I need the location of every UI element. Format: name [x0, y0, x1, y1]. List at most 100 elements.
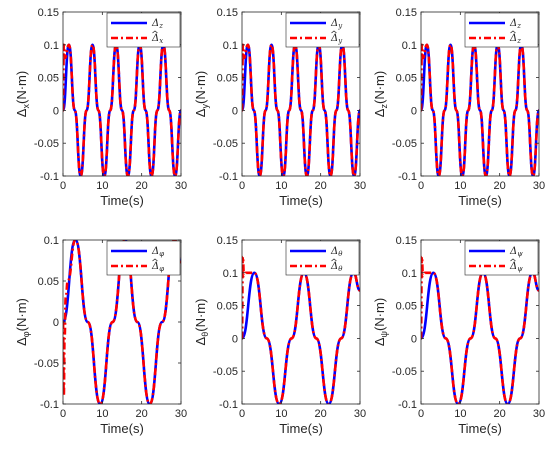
y-axis-label: Δy(N·m): [193, 71, 210, 117]
series-line-2: [421, 255, 539, 404]
x-tick-label: 30: [175, 180, 187, 192]
y-tick-label: -0.05: [213, 138, 238, 150]
axes-box: [62, 11, 182, 177]
y-tick-label: 0.1: [44, 235, 59, 247]
x-tick-label: 10: [454, 408, 466, 420]
legend-label-2-hat: [510, 30, 516, 34]
axes-box: [241, 11, 361, 177]
y-tick-label: -0.05: [34, 358, 59, 370]
y-tick-label: 0.1: [223, 268, 238, 280]
subplot-2: 0 10 20 30 -0.1 -0.05 0 0.05 0.1 0.15 Time(s) Δy(N·…: [193, 7, 366, 208]
legend-label-2-hat: [152, 30, 158, 34]
x-tick-label: 0: [418, 408, 424, 420]
y-tick-label: -0.1: [398, 399, 417, 411]
y-tick-label: -0.1: [219, 399, 238, 411]
subplot-1: 0 10 20 30 -0.1 -0.05 0 0.05 0.1 0.15 Time(s) Δx(N·…: [14, 7, 187, 208]
series-line-2: [63, 240, 181, 404]
y-tick-label: -0.05: [392, 366, 417, 378]
y-tick-label: -0.1: [40, 171, 59, 183]
x-axis-label: Time(s): [100, 421, 144, 436]
x-tick-label: 10: [96, 180, 108, 192]
legend-box: [106, 12, 181, 48]
x-tick-label: 20: [136, 180, 148, 192]
legend-label-2: Δy: [330, 33, 343, 45]
series-line-1: [242, 43, 360, 176]
y-tick-label: 0.05: [38, 73, 59, 85]
y-tick-label: 0.05: [38, 276, 59, 288]
x-tick-label: 30: [533, 408, 545, 420]
x-tick-label: 20: [136, 408, 148, 420]
legend-label-2-hat: [152, 258, 158, 262]
y-tick-label: 0.05: [396, 73, 417, 85]
y-tick-label: 0.05: [217, 73, 238, 85]
y-tick-label: 0: [411, 105, 417, 117]
y-tick-label: 0.15: [217, 7, 238, 19]
x-tick-label: 30: [354, 180, 366, 192]
x-tick-label: 0: [60, 180, 66, 192]
legend-box: [285, 240, 360, 276]
legend: Δy Δy: [285, 12, 360, 48]
legend-box: [285, 12, 360, 48]
y-tick-label: 0.15: [217, 235, 238, 247]
x-tick-label: 10: [275, 180, 287, 192]
y-tick-label: -0.1: [219, 171, 238, 183]
legend-label-2: Δφ: [151, 261, 164, 273]
legend-label-2-hat: [510, 258, 516, 262]
x-axis-label: Time(s): [279, 421, 323, 436]
y-tick-label: 0: [232, 105, 238, 117]
legend-label-1: Δz: [509, 18, 521, 30]
y-tick-label: -0.1: [40, 399, 59, 411]
legend-label-1: Δz: [151, 18, 163, 30]
subplot-4: 0 10 20 30 -0.1 -0.05 0 0.05 0.1 Time(s) Δφ(N·m) Δφ…: [14, 235, 187, 436]
legend: Δφ Δφ: [106, 240, 181, 276]
x-tick-label: 20: [494, 180, 506, 192]
legend-label-2: Δz: [509, 33, 521, 45]
legend-label-1: Δψ: [509, 246, 523, 258]
legend-label-1: Δφ: [151, 246, 164, 258]
x-tick-label: 30: [533, 180, 545, 192]
y-tick-label: 0.1: [223, 40, 238, 52]
x-tick-label: 0: [60, 408, 66, 420]
legend-box: [464, 240, 539, 276]
series-line-2: [242, 255, 360, 404]
legend-label-1: Δy: [330, 18, 343, 30]
x-tick-label: 0: [239, 408, 245, 420]
y-tick-label: -0.05: [213, 366, 238, 378]
legend-label-2: Δx: [151, 33, 163, 45]
x-tick-label: 10: [275, 408, 287, 420]
legend-label-2-hat: [331, 258, 337, 262]
y-tick-label: -0.1: [398, 171, 417, 183]
series-line-2: [63, 43, 181, 176]
x-tick-label: 20: [315, 408, 327, 420]
y-tick-label: 0.1: [402, 268, 417, 280]
y-axis-label: Δx(N·m): [14, 71, 31, 117]
y-tick-label: 0.15: [396, 7, 417, 19]
legend-box: [464, 12, 539, 48]
x-tick-label: 10: [454, 180, 466, 192]
y-tick-label: 0.1: [402, 40, 417, 52]
axes-box: [420, 239, 540, 405]
legend-label-2-hat: [331, 30, 337, 34]
series-line-1: [421, 43, 539, 176]
x-axis-label: Time(s): [279, 193, 323, 208]
x-tick-label: 20: [315, 180, 327, 192]
x-axis-label: Time(s): [100, 193, 144, 208]
x-axis-label: Time(s): [458, 193, 502, 208]
y-axis-label: Δφ(N·m): [14, 298, 31, 346]
x-tick-label: 20: [494, 408, 506, 420]
subplot-5: 0 10 20 30 -0.1 -0.05 0 0.05 0.1 0.15 Time(s) Δθ(N·…: [193, 235, 366, 436]
y-tick-label: 0.15: [38, 7, 59, 19]
series-line-2: [421, 43, 539, 176]
y-tick-label: 0: [232, 333, 238, 345]
series-line-1: [63, 43, 181, 176]
y-tick-label: 0: [53, 317, 59, 329]
legend: Δz Δx: [106, 12, 181, 48]
x-tick-label: 0: [418, 180, 424, 192]
y-tick-label: 0: [411, 333, 417, 345]
y-tick-label: 0.05: [396, 301, 417, 313]
subplot-3: 0 10 20 30 -0.1 -0.05 0 0.05 0.1 0.15 Time(s) Δz(N·…: [372, 7, 545, 208]
y-axis-label: Δz(N·m): [372, 71, 389, 117]
y-axis-label: Δψ(N·m): [372, 298, 389, 346]
legend-label-2: Δψ: [509, 261, 523, 273]
legend: Δθ Δθ: [285, 240, 360, 276]
